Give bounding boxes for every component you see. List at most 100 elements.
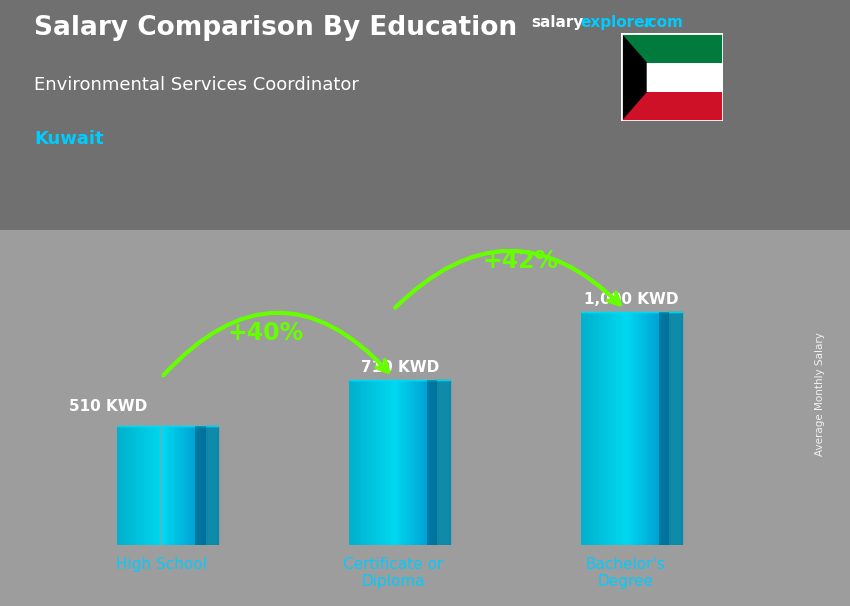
Text: 710 KWD: 710 KWD	[360, 360, 439, 375]
Bar	[433, 380, 435, 545]
Bar	[175, 427, 177, 545]
Bar	[409, 380, 411, 545]
Bar	[133, 427, 135, 545]
Bar	[188, 427, 190, 545]
Bar	[638, 312, 641, 545]
Bar	[632, 312, 634, 545]
Bar	[435, 380, 438, 545]
Bar	[620, 62, 722, 92]
Bar	[195, 427, 206, 545]
Text: +40%: +40%	[228, 321, 304, 345]
Bar	[150, 427, 153, 545]
Bar	[411, 380, 413, 545]
Bar	[195, 427, 196, 545]
Text: 510 KWD: 510 KWD	[69, 399, 147, 413]
Bar	[395, 380, 398, 545]
Bar	[583, 312, 586, 545]
Bar	[371, 380, 373, 545]
Bar	[597, 312, 598, 545]
Bar	[424, 380, 427, 545]
Bar	[625, 312, 627, 545]
Bar	[630, 312, 632, 545]
Text: Kuwait: Kuwait	[34, 130, 104, 148]
Bar	[157, 427, 159, 545]
Bar	[360, 380, 362, 545]
Bar	[643, 312, 645, 545]
Bar	[652, 312, 654, 545]
Bar	[352, 380, 354, 545]
Bar	[203, 427, 206, 545]
Bar	[623, 312, 625, 545]
Bar	[659, 312, 669, 545]
Polygon shape	[438, 380, 450, 545]
Bar	[173, 427, 175, 545]
Bar	[382, 380, 384, 545]
Bar	[349, 380, 351, 545]
Bar	[608, 312, 609, 545]
Bar	[391, 380, 394, 545]
Bar	[581, 312, 583, 545]
Bar	[177, 427, 179, 545]
Bar	[427, 380, 438, 545]
Bar	[164, 427, 166, 545]
Bar	[358, 380, 360, 545]
Bar	[598, 312, 601, 545]
Bar	[612, 312, 614, 545]
Bar	[144, 427, 146, 545]
Bar	[146, 427, 148, 545]
Bar	[428, 380, 431, 545]
Bar	[431, 380, 433, 545]
Bar	[168, 427, 170, 545]
Bar	[378, 380, 380, 545]
Bar	[667, 312, 669, 545]
Bar	[620, 312, 623, 545]
Bar	[120, 427, 122, 545]
Bar	[131, 427, 133, 545]
Bar	[142, 427, 144, 545]
Text: .com: .com	[643, 15, 683, 30]
Bar	[663, 312, 665, 545]
Bar	[387, 380, 389, 545]
Bar	[587, 312, 590, 545]
Bar	[405, 380, 406, 545]
Text: Salary Comparison By Education: Salary Comparison By Education	[34, 15, 517, 41]
Bar	[604, 312, 605, 545]
Polygon shape	[620, 33, 646, 121]
Bar	[620, 33, 722, 62]
Bar	[117, 427, 120, 545]
Bar	[184, 427, 185, 545]
Bar	[356, 380, 358, 545]
Bar	[124, 427, 127, 545]
Bar	[665, 312, 667, 545]
Bar	[179, 427, 181, 545]
Bar	[620, 92, 722, 121]
Bar	[170, 427, 173, 545]
Bar	[354, 380, 356, 545]
Bar	[619, 312, 620, 545]
Bar	[190, 427, 192, 545]
Bar	[641, 312, 643, 545]
Bar	[384, 380, 387, 545]
Bar	[427, 380, 428, 545]
Bar	[376, 380, 378, 545]
Bar	[367, 380, 369, 545]
Bar	[654, 312, 656, 545]
Bar	[627, 312, 630, 545]
Polygon shape	[206, 427, 218, 545]
Bar	[153, 427, 155, 545]
Bar	[199, 427, 201, 545]
Bar	[166, 427, 168, 545]
Bar	[592, 312, 594, 545]
Bar	[422, 380, 424, 545]
Bar	[605, 312, 608, 545]
Bar	[609, 312, 612, 545]
Bar	[647, 312, 649, 545]
Bar	[159, 427, 162, 545]
Bar	[148, 427, 150, 545]
Bar	[398, 380, 400, 545]
Bar	[402, 380, 405, 545]
Bar	[594, 312, 597, 545]
Bar	[616, 312, 619, 545]
Bar	[406, 380, 409, 545]
Bar	[590, 312, 592, 545]
